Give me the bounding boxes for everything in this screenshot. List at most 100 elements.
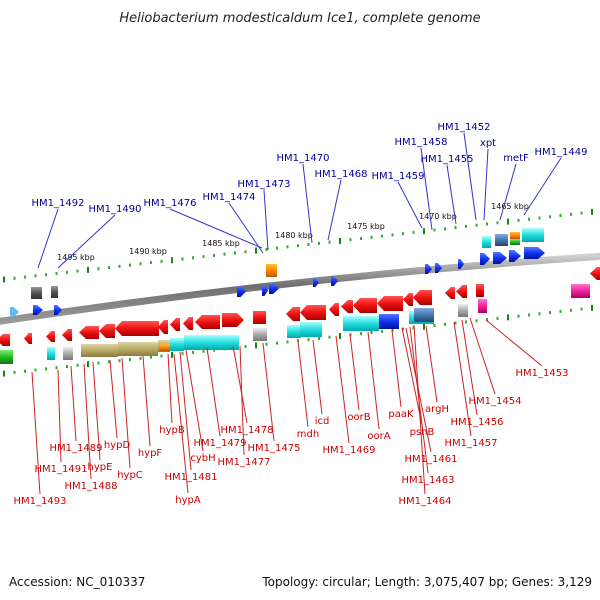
leader-line-bottom: [31, 371, 41, 495]
gene-reverse: [99, 324, 115, 338]
gene-label-bottom: paaK: [388, 409, 414, 420]
leader-line-bottom: [485, 319, 543, 367]
gene-label-top: metF: [503, 153, 529, 164]
scale-tick-top: [591, 208, 593, 215]
scale-tick-top: [538, 216, 541, 220]
scale-tick-top: [34, 274, 37, 278]
scale-label: 1495 kbp: [57, 253, 95, 262]
gene-reverse: [329, 303, 339, 316]
gene-reverse: [253, 311, 266, 324]
gene-reverse: [341, 300, 353, 313]
gene-reverse: [81, 344, 118, 357]
leader-line-bottom: [239, 345, 245, 456]
gene-label-top: HM1_1459: [372, 171, 425, 182]
scale-tick-top: [496, 221, 499, 225]
scale-labels: 1495 kbp 1490 kbp 1485 kbp 1480 kbp 1475 kbp…: [57, 202, 529, 262]
scale-tick-bottom: [307, 338, 310, 342]
scale-tick-bottom: [55, 366, 58, 370]
gene-reverse: [62, 329, 72, 341]
scale-tick-top: [192, 256, 194, 260]
scale-tick-bottom: [549, 311, 551, 315]
scale-tick-top: [13, 276, 16, 280]
scale-tick-bottom: [402, 327, 404, 331]
leader-line-bottom: [469, 317, 496, 395]
scale-tick-bottom: [570, 308, 572, 312]
leader-line-top: [463, 132, 477, 221]
gene-reverse: [476, 284, 484, 297]
scale-tick-bottom: [412, 326, 415, 330]
scale-tick-bottom: [423, 323, 425, 330]
leader-line-top: [263, 189, 269, 251]
gene-reverse: [184, 335, 239, 350]
leader-line-top: [169, 208, 263, 249]
gene-reverse: [403, 293, 413, 306]
scale-label: 1475 kbp: [347, 222, 385, 231]
gene-label-bottom: HM1_1457: [445, 438, 498, 449]
gene-label-top: HM1_1490: [89, 204, 142, 215]
gene-label-bottom: HM1_1479: [194, 438, 247, 449]
scale-label: 1490 kbp: [129, 247, 167, 256]
gene-reverse: [445, 287, 455, 299]
scale-tick-top: [486, 222, 488, 226]
gene-label-top: HM1_1470: [277, 153, 330, 164]
leader-line-bottom: [142, 355, 151, 447]
gene-forward: [269, 283, 279, 294]
scale-tick-bottom: [486, 318, 488, 322]
scale-tick-top: [66, 270, 68, 274]
gene-label-bottom: HM1_1488: [65, 481, 118, 492]
scale-label: 1465 kbp: [491, 202, 529, 211]
gene-forward: [509, 250, 521, 262]
gene-reverse: [0, 334, 10, 346]
tick-marks: [3, 208, 593, 377]
leader-line-top: [420, 147, 433, 231]
gene-reverse: [158, 320, 168, 334]
scale-tick-top: [255, 247, 257, 254]
scale-tick-top: [55, 272, 58, 275]
genome-backbone: [0, 252, 600, 325]
gene-forward: [435, 263, 442, 273]
gene-label-top: HM1_1468: [315, 169, 368, 180]
scale-tick-bottom: [286, 340, 289, 344]
scale-tick-top: [475, 223, 478, 227]
scale-tick-top: [150, 261, 152, 265]
scale-tick-top: [570, 212, 572, 216]
gene-reverse: [63, 347, 73, 360]
gene-label-top: xpt: [480, 138, 496, 149]
gene-label-top: HM1_1458: [395, 137, 448, 148]
scale-tick-bottom: [444, 322, 446, 326]
gene-label-bottom: hypB: [159, 425, 185, 436]
leader-line-bottom: [335, 335, 350, 444]
scale-tick-top: [339, 237, 341, 244]
leader-line-top: [37, 208, 59, 269]
gene-label-bottom: HM1_1463: [402, 475, 455, 486]
gene-reverse: [253, 328, 267, 341]
scale-tick-bottom: [139, 356, 142, 360]
scale-tick-top: [559, 214, 562, 217]
gene-forward: [522, 228, 544, 242]
label-leader-lines: [31, 132, 562, 495]
scale-tick-bottom: [433, 324, 436, 327]
leader-line-top: [483, 148, 489, 221]
leader-line-top: [397, 181, 423, 229]
scale-tick-bottom: [87, 361, 89, 368]
leader-line-top: [446, 164, 457, 225]
gene-label-bottom: hypC: [117, 470, 143, 481]
scale-tick-top: [181, 257, 184, 261]
scale-tick-top: [423, 228, 425, 235]
leader-line-bottom: [349, 333, 360, 411]
gene-label-bottom: HM1_1453: [516, 368, 569, 379]
gene-forward: [458, 259, 464, 269]
gene-forward: [31, 287, 42, 299]
scale-tick-top: [507, 218, 509, 225]
scale-tick-top: [444, 227, 446, 231]
scale-tick-top: [412, 230, 415, 234]
scale-tick-top: [391, 233, 394, 237]
gene-label-bottom: oorA: [367, 431, 390, 442]
scale-tick-bottom: [538, 312, 541, 316]
gene-forward: [524, 247, 545, 259]
scale-tick-bottom: [507, 314, 509, 321]
gene-label-bottom: hypD: [104, 440, 131, 451]
scale-tick-top: [45, 273, 47, 277]
leader-line-top: [327, 179, 342, 241]
